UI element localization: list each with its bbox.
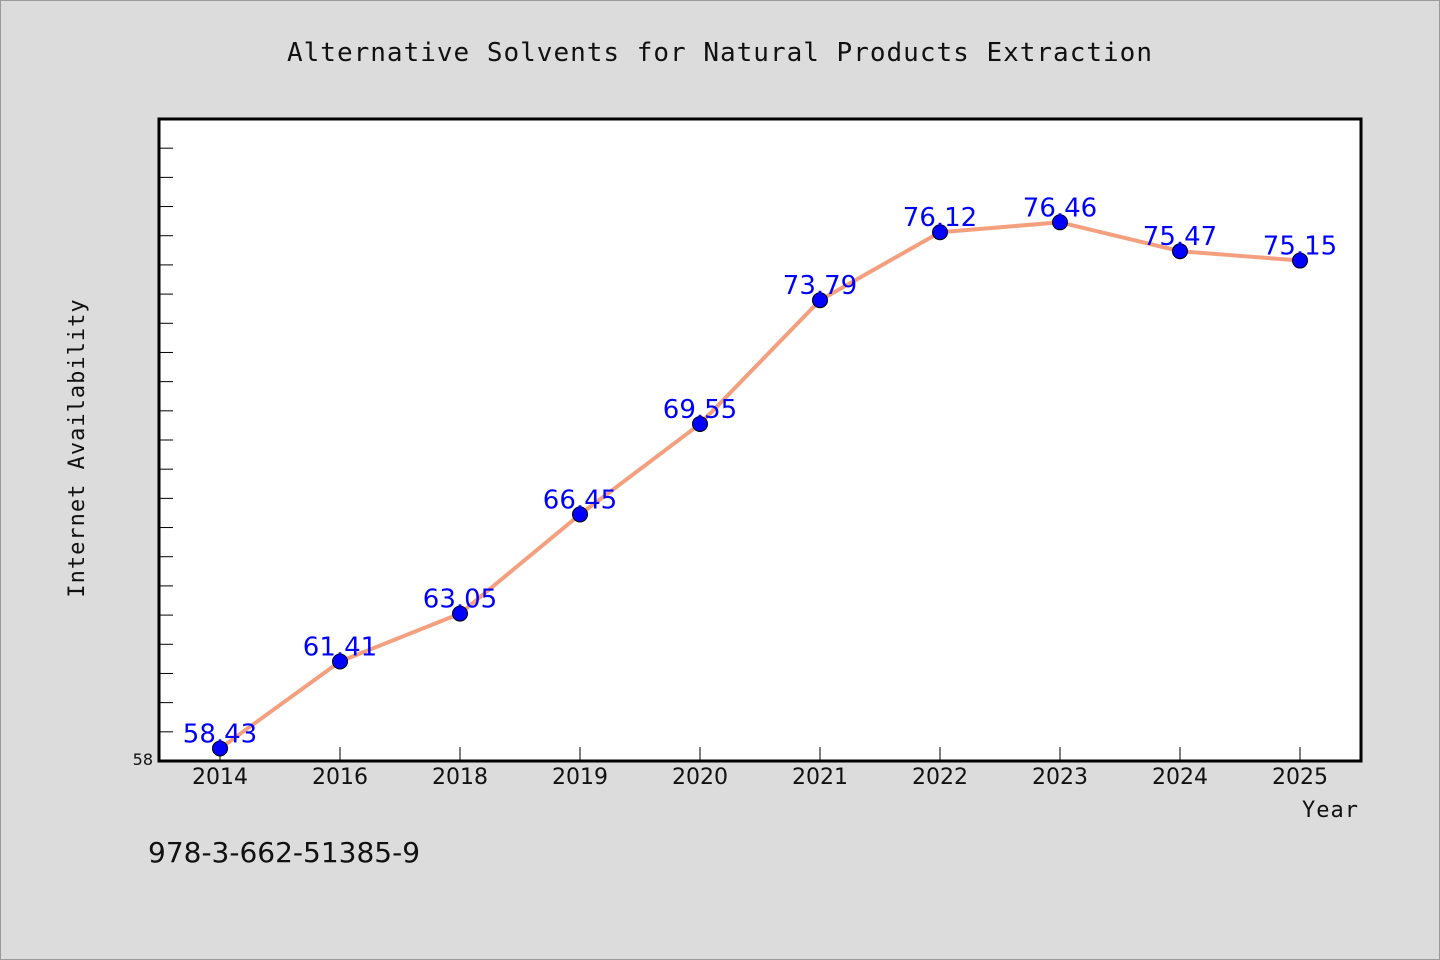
- data-label: 69.55: [663, 395, 737, 425]
- data-labels: 58.43 61.41 63.05 66.45 69.55 73.79 76.12 76.46…: [183, 193, 1337, 749]
- data-point: [1172, 243, 1188, 260]
- data-label: 58.43: [183, 719, 257, 749]
- x-axis-ticks: 2014 2016 2018 2019 2020 2021 2022 2023 2024 2025: [192, 747, 1328, 790]
- x-tick-label: 2018: [432, 765, 488, 790]
- data-point: [692, 415, 708, 432]
- data-point: [932, 224, 948, 241]
- x-tick-label: 2021: [792, 765, 848, 790]
- data-label: 66.45: [543, 485, 617, 515]
- x-tick-label: 2025: [1272, 765, 1328, 790]
- data-point: [332, 653, 348, 670]
- x-tick-label: 2022: [912, 765, 968, 790]
- data-point: [812, 292, 828, 309]
- data-point: [212, 740, 228, 757]
- x-tick-label: 2014: [192, 765, 248, 790]
- data-label: 63.05: [423, 585, 497, 615]
- x-tick-label: 2016: [312, 765, 368, 790]
- data-label: 76.46: [1023, 193, 1097, 223]
- data-label: 75.47: [1143, 222, 1217, 252]
- footnote-isbn: 978-3-662-51385-9: [148, 836, 420, 869]
- series-line: [218, 220, 1301, 751]
- x-tick-label: 2019: [552, 765, 608, 790]
- chart-title: Alternative Solvents for Natural Product…: [287, 38, 1153, 68]
- data-label: 61.41: [303, 632, 377, 662]
- data-label: 73.79: [783, 271, 857, 301]
- x-tick-label: 2020: [672, 765, 728, 790]
- data-point: [1052, 214, 1068, 231]
- series-markers: [212, 214, 1308, 757]
- data-point: [1292, 252, 1308, 269]
- data-point: [572, 506, 588, 523]
- data-label: 75.15: [1263, 232, 1337, 262]
- y-tick-label: 58: [133, 750, 153, 769]
- y-axis-label: Internet Availability: [65, 298, 90, 597]
- y-axis-ticks: 58: [133, 147, 173, 769]
- x-tick-label: 2024: [1152, 765, 1208, 790]
- data-point: [452, 605, 468, 622]
- x-tick-label: 2023: [1032, 765, 1088, 790]
- x-axis-label: Year: [1302, 798, 1359, 823]
- data-label: 76.12: [903, 203, 977, 233]
